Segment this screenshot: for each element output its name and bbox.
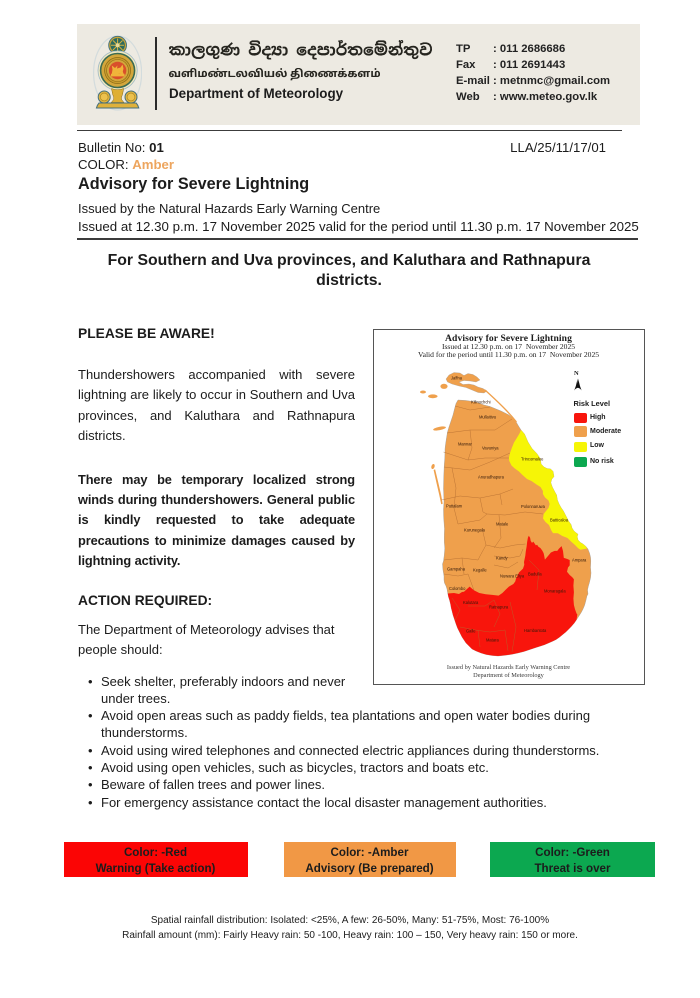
svg-text:Ratnapura: Ratnapura bbox=[489, 605, 509, 610]
svg-text:Puttalam: Puttalam bbox=[446, 504, 463, 509]
svg-text:Trincomalee: Trincomalee bbox=[521, 457, 544, 462]
svg-text:Nuwara Eliya: Nuwara Eliya bbox=[500, 574, 525, 579]
svg-text:Anuradhapura: Anuradhapura bbox=[478, 475, 505, 480]
svg-text:Galle: Galle bbox=[466, 629, 476, 634]
svg-text:Hambantota: Hambantota bbox=[524, 628, 547, 633]
svg-text:Ampara: Ampara bbox=[572, 558, 587, 563]
svg-text:Mullaitivu: Mullaitivu bbox=[479, 415, 496, 420]
svg-text:Colombo: Colombo bbox=[449, 586, 466, 591]
svg-text:Kurunegala: Kurunegala bbox=[464, 528, 486, 533]
svg-text:Mannar: Mannar bbox=[458, 442, 473, 447]
svg-text:Kegalle: Kegalle bbox=[473, 568, 487, 573]
svg-text:Kilinochchi: Kilinochchi bbox=[471, 400, 491, 405]
svg-text:Vavuniya: Vavuniya bbox=[482, 446, 499, 451]
svg-text:Kalutara: Kalutara bbox=[463, 600, 479, 605]
svg-text:Gampaha: Gampaha bbox=[447, 567, 466, 572]
svg-text:Matara: Matara bbox=[486, 638, 499, 643]
svg-text:Badulla: Badulla bbox=[528, 572, 542, 577]
svg-text:Matale: Matale bbox=[496, 522, 509, 527]
svg-text:Jaffna: Jaffna bbox=[451, 376, 463, 381]
svg-text:Polonnaruwa: Polonnaruwa bbox=[521, 504, 546, 509]
svg-text:Kandy: Kandy bbox=[496, 556, 509, 561]
svg-text:Batticaloa: Batticaloa bbox=[550, 518, 569, 523]
svg-text:Monaragala: Monaragala bbox=[544, 589, 566, 594]
